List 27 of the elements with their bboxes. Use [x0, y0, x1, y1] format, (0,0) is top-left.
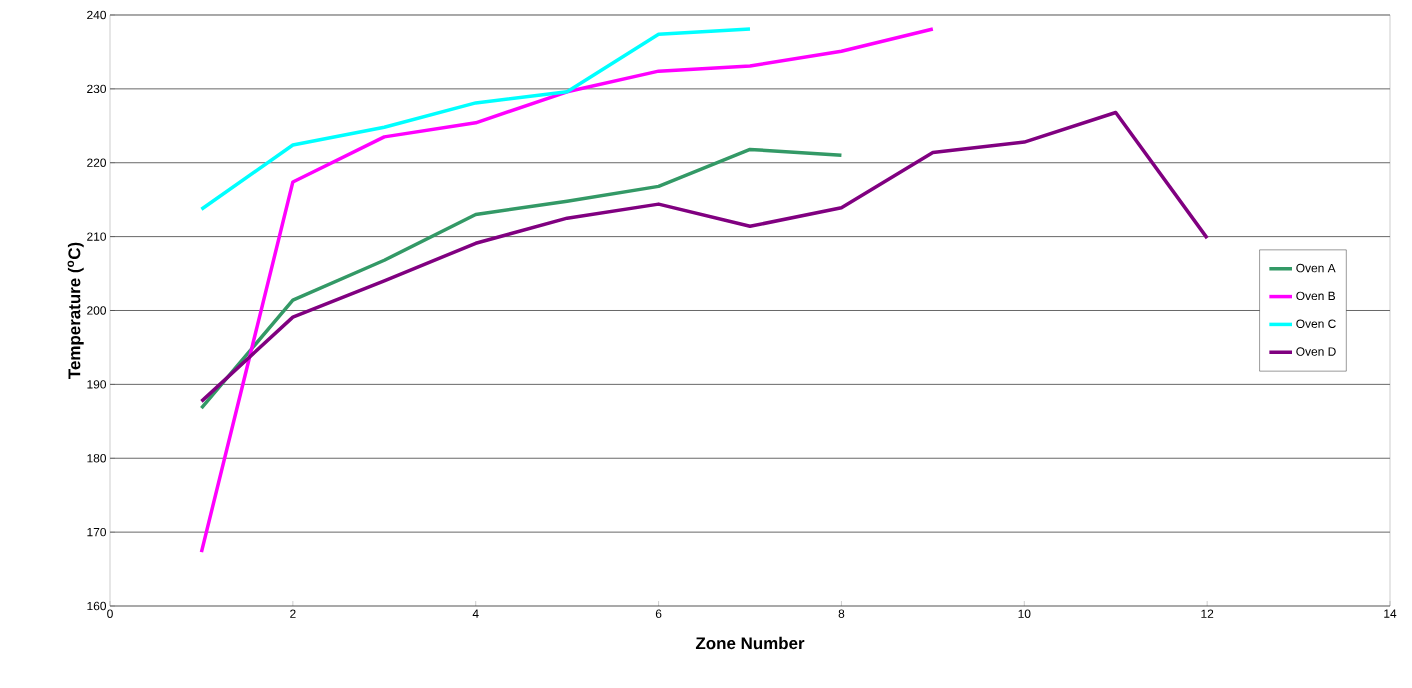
line-series [199, 110, 1209, 404]
x-tick-label: 12 [1201, 609, 1214, 618]
line-series [199, 27, 935, 554]
x-tick-label: 4 [472, 609, 479, 618]
y-tick-label: 230 [87, 84, 107, 94]
line-series [199, 27, 752, 212]
x-tick-label: 8 [838, 609, 845, 618]
x-axis-title: Zone Number [695, 636, 805, 650]
x-tick-label: 6 [655, 609, 662, 618]
y-tick-label: 240 [87, 10, 107, 20]
x-tick-label: 2 [290, 609, 296, 618]
line-series [199, 147, 844, 410]
x-tick-label: 10 [1018, 609, 1031, 618]
y-tick-label: 180 [87, 454, 107, 463]
x-tick-label: 14 [1384, 609, 1397, 618]
legend-label: Oven B [1296, 291, 1335, 301]
legend-label: Oven C [1296, 319, 1336, 328]
y-tick-label: 190 [87, 380, 107, 389]
legend-label: Oven A [1296, 263, 1336, 273]
y-tick-label: 220 [87, 158, 107, 167]
x-tick-label: 0 [107, 609, 113, 618]
y-tick-label: 210 [87, 232, 107, 241]
y-tick-label: 200 [87, 306, 107, 315]
legend-label: Oven D [1296, 347, 1336, 356]
y-tick-label: 170 [87, 527, 107, 537]
y-axis-title: Temperature ($^{o}$C) [67, 242, 84, 379]
y-tick-label: 160 [87, 601, 107, 611]
